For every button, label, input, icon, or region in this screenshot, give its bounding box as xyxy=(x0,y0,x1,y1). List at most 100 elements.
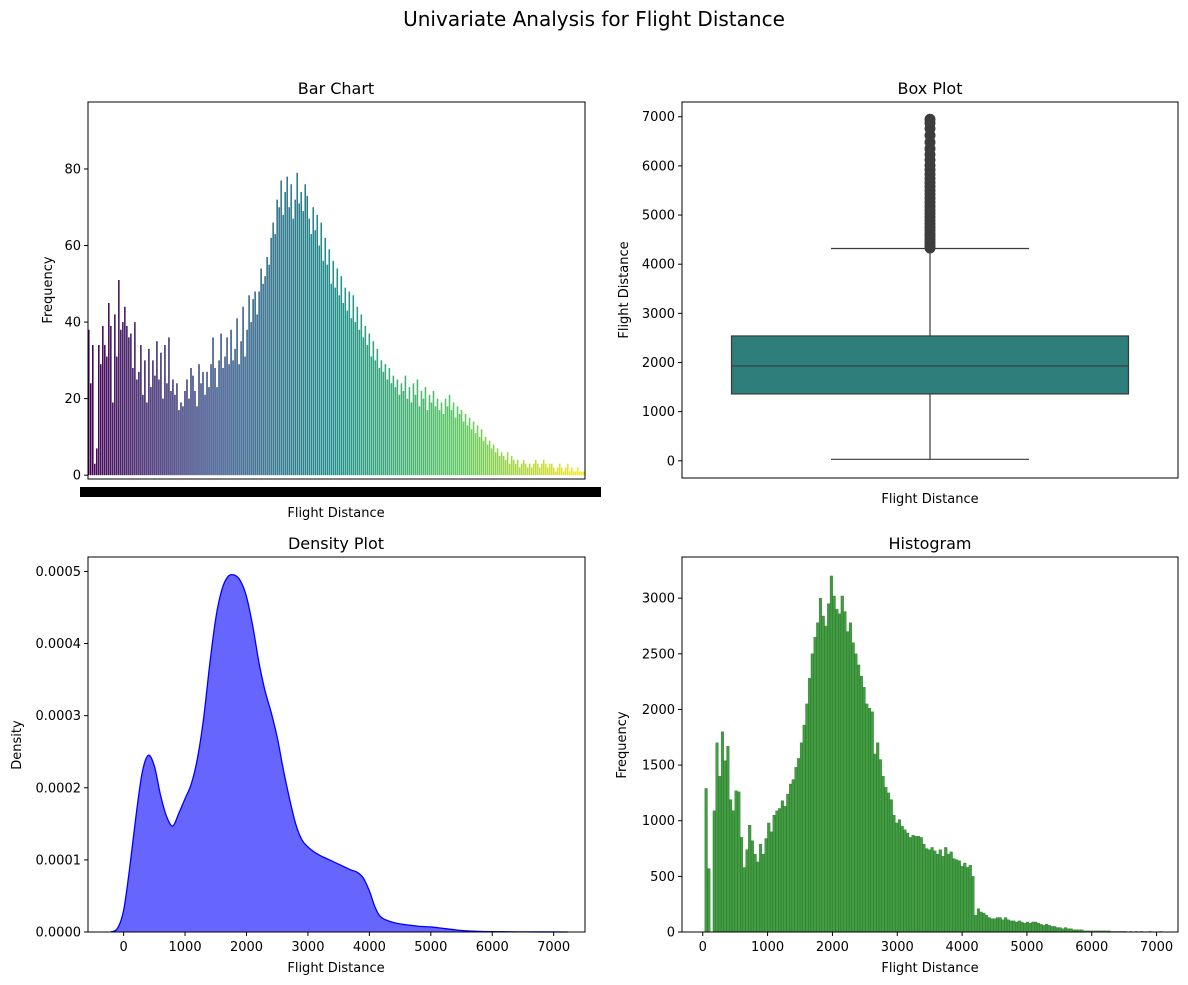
histogram-bar xyxy=(759,843,763,933)
histogram-panel: Histogram 0 1000 2000 3000 4000 5000 6000 7000 … xyxy=(615,534,1179,976)
histogram-bar xyxy=(878,759,882,933)
histogram-x-tick-label: 2000 xyxy=(816,940,849,955)
bar xyxy=(206,371,208,476)
histogram-bar xyxy=(884,787,888,933)
bar xyxy=(210,364,212,476)
bar xyxy=(248,295,250,476)
bar-chart-y-label: Frequency xyxy=(41,256,56,323)
bar xyxy=(264,276,266,476)
histogram-bar xyxy=(968,865,972,933)
histogram-bar xyxy=(772,815,776,933)
histogram-y-tick-label: 1500 xyxy=(642,759,675,774)
histogram-bar xyxy=(990,918,994,933)
histogram-title: Histogram xyxy=(889,534,972,553)
bar xyxy=(172,379,174,476)
histogram-bar xyxy=(922,843,926,933)
bar xyxy=(402,390,405,476)
bar xyxy=(470,429,473,476)
bar xyxy=(482,440,485,476)
histogram-bar xyxy=(843,611,847,933)
bar xyxy=(112,402,114,476)
bar xyxy=(310,234,313,476)
box-plot-y-tick-label: 6000 xyxy=(642,159,675,174)
bar xyxy=(406,398,409,476)
bar xyxy=(430,402,433,476)
histogram-bar xyxy=(794,767,798,933)
histogram-bar xyxy=(1031,921,1035,933)
bar xyxy=(110,325,112,476)
histogram-bar xyxy=(715,742,719,933)
density-plot-y-tick-label: 0.0004 xyxy=(36,637,82,652)
bar xyxy=(348,291,351,476)
bar xyxy=(358,329,361,476)
histogram-bar xyxy=(1047,925,1051,933)
bar xyxy=(320,222,323,476)
bar xyxy=(180,402,182,476)
density-plot-y-tick-label: 0.0003 xyxy=(36,709,82,724)
bar xyxy=(458,413,461,476)
bar xyxy=(416,379,419,476)
bar xyxy=(108,302,110,476)
bar xyxy=(392,375,395,476)
histogram-bar xyxy=(851,642,855,933)
bar xyxy=(480,429,483,476)
bar xyxy=(494,452,497,476)
histogram-bar xyxy=(960,866,964,933)
bar xyxy=(126,325,128,476)
histogram-bar xyxy=(802,724,806,933)
histogram-bar xyxy=(808,678,812,933)
bar xyxy=(124,306,126,476)
bar xyxy=(156,341,158,476)
bar xyxy=(360,314,363,476)
bar xyxy=(474,433,477,476)
bar xyxy=(446,406,449,476)
histogram-bar xyxy=(944,847,948,933)
bar xyxy=(330,283,333,476)
bar xyxy=(438,410,441,476)
histogram-bar xyxy=(840,595,844,933)
density-plot-x-tick-label: 0 xyxy=(119,940,127,955)
histogram-bar xyxy=(734,790,738,933)
density-plot-title: Density Plot xyxy=(288,534,384,553)
histogram-bar xyxy=(933,850,937,933)
histogram-bar xyxy=(731,810,735,933)
bar xyxy=(346,310,349,476)
bar xyxy=(548,463,551,476)
histogram-bar xyxy=(1017,920,1021,933)
histogram-bar xyxy=(789,783,793,933)
histogram-bar xyxy=(919,837,923,933)
bar xyxy=(326,264,329,476)
histogram-bar xyxy=(1012,920,1016,933)
bar xyxy=(252,299,254,476)
histogram-x-axis: 0 1000 2000 3000 4000 5000 6000 7000 xyxy=(699,932,1173,955)
bar xyxy=(250,322,252,476)
bar xyxy=(184,390,186,476)
histogram-bar xyxy=(718,776,722,933)
histogram-bar xyxy=(966,867,970,933)
bar-chart-x-tick-labels xyxy=(80,487,601,497)
bar xyxy=(300,191,302,476)
bar xyxy=(158,379,160,476)
bar xyxy=(386,379,389,476)
figure-title: Univariate Analysis for Flight Distance xyxy=(403,7,785,31)
bar xyxy=(132,368,134,476)
bar xyxy=(298,203,300,476)
histogram-bar xyxy=(979,911,983,933)
bar xyxy=(394,387,397,476)
bar xyxy=(560,467,563,476)
bar xyxy=(102,325,104,476)
bar xyxy=(316,214,319,476)
bar xyxy=(334,287,337,476)
histogram-bar xyxy=(1039,924,1043,933)
bar xyxy=(322,260,325,476)
bar xyxy=(572,471,575,476)
bar xyxy=(512,459,515,476)
bar xyxy=(350,318,353,476)
bar xyxy=(424,387,427,476)
histogram-bar xyxy=(832,595,836,933)
histogram-bar xyxy=(750,840,754,933)
bar xyxy=(368,333,371,476)
bar xyxy=(408,387,411,476)
bar xyxy=(396,379,399,476)
bar xyxy=(236,318,238,476)
